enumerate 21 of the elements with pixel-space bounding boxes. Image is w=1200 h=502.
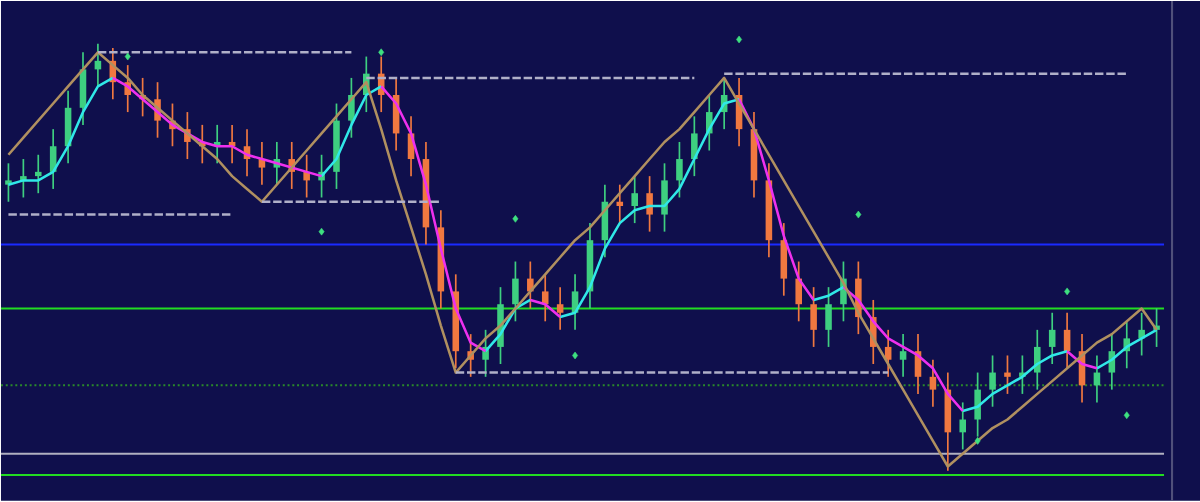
candlestick <box>1048 312 1056 365</box>
point <box>974 437 981 445</box>
point <box>1123 411 1130 420</box>
candlestick <box>556 286 564 331</box>
candlestick <box>5 162 12 203</box>
candlestick <box>899 333 907 378</box>
candlestick <box>959 401 967 451</box>
candlestick <box>646 175 653 233</box>
point <box>855 210 862 219</box>
candlestick <box>631 175 638 225</box>
candlestick <box>676 141 683 199</box>
point <box>124 52 131 61</box>
point <box>378 48 385 57</box>
candlestick <box>34 154 42 195</box>
candlestick <box>989 354 996 408</box>
point <box>1064 287 1071 296</box>
candlestick <box>929 359 937 408</box>
point <box>318 227 325 236</box>
candlestick <box>541 273 549 323</box>
candlestick <box>1004 354 1011 395</box>
point <box>512 215 519 223</box>
